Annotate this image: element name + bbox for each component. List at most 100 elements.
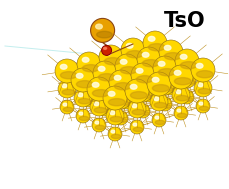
Ellipse shape (130, 84, 137, 89)
Ellipse shape (116, 95, 121, 99)
Circle shape (60, 100, 74, 114)
Ellipse shape (145, 91, 149, 94)
Ellipse shape (177, 113, 187, 118)
Ellipse shape (129, 86, 139, 91)
Circle shape (196, 99, 210, 113)
Ellipse shape (154, 102, 167, 108)
Circle shape (58, 80, 76, 98)
Ellipse shape (114, 75, 121, 80)
Ellipse shape (94, 102, 99, 106)
Ellipse shape (155, 116, 159, 119)
Circle shape (131, 63, 155, 87)
Circle shape (178, 70, 196, 88)
Ellipse shape (76, 73, 83, 78)
Ellipse shape (84, 82, 97, 88)
Ellipse shape (167, 84, 171, 87)
Ellipse shape (101, 105, 105, 108)
Circle shape (164, 81, 178, 95)
Circle shape (92, 118, 106, 132)
Circle shape (108, 127, 122, 141)
Ellipse shape (182, 74, 187, 78)
Ellipse shape (104, 50, 111, 55)
Ellipse shape (154, 97, 159, 101)
Ellipse shape (82, 65, 99, 72)
Circle shape (98, 102, 112, 116)
Circle shape (80, 73, 98, 91)
Ellipse shape (60, 72, 77, 79)
Ellipse shape (123, 98, 127, 101)
Circle shape (102, 45, 112, 55)
Ellipse shape (180, 54, 187, 59)
Ellipse shape (110, 116, 123, 122)
Ellipse shape (150, 56, 155, 60)
Ellipse shape (164, 53, 181, 60)
Circle shape (118, 75, 136, 93)
Ellipse shape (117, 118, 127, 122)
Circle shape (77, 52, 101, 76)
Circle shape (174, 106, 188, 120)
Ellipse shape (126, 51, 143, 58)
Circle shape (120, 95, 134, 109)
Ellipse shape (123, 102, 133, 107)
Ellipse shape (128, 68, 141, 74)
Circle shape (137, 47, 161, 71)
Circle shape (180, 90, 194, 104)
Circle shape (121, 38, 145, 62)
Circle shape (134, 84, 152, 102)
Ellipse shape (85, 96, 89, 99)
Ellipse shape (85, 100, 95, 105)
Ellipse shape (63, 107, 73, 112)
Circle shape (124, 59, 142, 77)
Ellipse shape (182, 79, 195, 85)
Ellipse shape (176, 90, 181, 94)
Circle shape (126, 79, 140, 93)
Ellipse shape (136, 76, 153, 83)
Ellipse shape (114, 83, 131, 90)
Ellipse shape (104, 58, 121, 65)
Ellipse shape (148, 36, 155, 41)
Circle shape (142, 88, 156, 102)
Circle shape (150, 93, 168, 111)
Circle shape (114, 111, 128, 125)
Ellipse shape (62, 89, 75, 95)
Ellipse shape (174, 78, 191, 85)
Ellipse shape (174, 70, 181, 75)
Ellipse shape (166, 65, 171, 69)
Ellipse shape (122, 84, 135, 90)
Circle shape (82, 93, 96, 107)
Ellipse shape (104, 47, 107, 49)
Ellipse shape (138, 93, 151, 99)
Circle shape (106, 107, 124, 125)
Ellipse shape (101, 109, 111, 114)
Circle shape (74, 89, 92, 107)
Ellipse shape (106, 75, 119, 81)
Ellipse shape (161, 104, 171, 108)
Ellipse shape (166, 70, 179, 76)
Circle shape (194, 79, 212, 97)
Ellipse shape (177, 109, 181, 112)
Ellipse shape (98, 74, 115, 81)
Ellipse shape (97, 31, 112, 38)
Ellipse shape (94, 108, 107, 113)
Ellipse shape (107, 93, 117, 98)
Ellipse shape (84, 77, 89, 81)
Ellipse shape (111, 134, 121, 139)
Circle shape (153, 56, 177, 80)
Ellipse shape (78, 98, 91, 104)
Ellipse shape (60, 64, 67, 69)
Circle shape (91, 18, 114, 42)
Circle shape (136, 104, 150, 118)
Ellipse shape (167, 88, 177, 93)
Ellipse shape (196, 63, 203, 68)
Circle shape (96, 82, 114, 100)
Circle shape (102, 66, 120, 84)
Ellipse shape (122, 79, 127, 83)
Circle shape (152, 113, 166, 127)
Circle shape (191, 58, 215, 82)
Ellipse shape (152, 77, 159, 82)
Ellipse shape (63, 103, 67, 106)
Ellipse shape (153, 85, 169, 92)
Ellipse shape (142, 60, 159, 67)
Ellipse shape (130, 92, 147, 99)
Ellipse shape (158, 61, 165, 66)
